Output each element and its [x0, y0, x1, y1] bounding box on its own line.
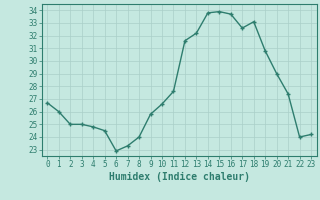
X-axis label: Humidex (Indice chaleur): Humidex (Indice chaleur) — [109, 172, 250, 182]
